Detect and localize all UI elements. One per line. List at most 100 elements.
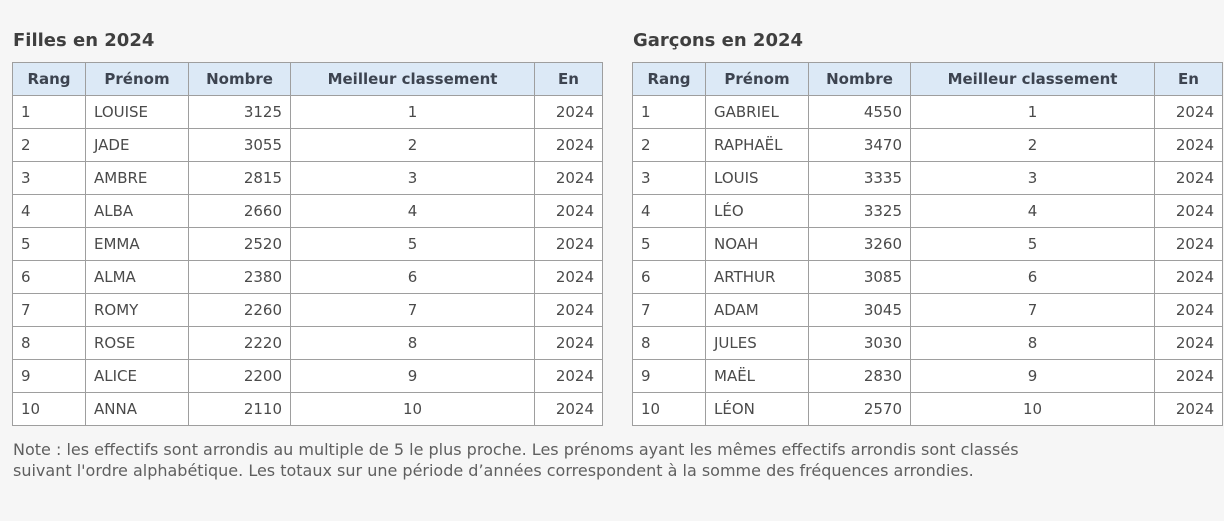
cell-meilleur-classement: 1 (910, 95, 1155, 129)
header-cell-meilleur-classement: Meilleur classement (290, 62, 535, 96)
table-row: 6 ALMA 2380 6 2024 (12, 260, 603, 294)
cell-prenom: ARTHUR (705, 260, 809, 294)
cell-meilleur-classement: 10 (290, 392, 535, 426)
cell-rang: 10 (12, 392, 86, 426)
table-block-garcons: Garçons en 2024 Rang Prénom Nombre Meilleur… (632, 30, 1223, 426)
cell-prenom: LÉO (705, 194, 809, 228)
cell-nombre: 2380 (188, 260, 291, 294)
cell-rang: 6 (12, 260, 86, 294)
cell-nombre: 2110 (188, 392, 291, 426)
table-row: 4 LÉO 3325 4 2024 (632, 194, 1223, 228)
cell-en: 2024 (534, 359, 603, 393)
table-row: 3 LOUIS 3335 3 2024 (632, 161, 1223, 195)
cell-en: 2024 (534, 326, 603, 360)
cell-prenom: EMMA (85, 227, 189, 261)
header-cell-en: En (1154, 62, 1223, 96)
header-cell-rang: Rang (12, 62, 86, 96)
cell-meilleur-classement: 4 (910, 194, 1155, 228)
cell-meilleur-classement: 10 (910, 392, 1155, 426)
header-cell-en: En (534, 62, 603, 96)
cell-en: 2024 (534, 128, 603, 162)
cell-meilleur-classement: 7 (290, 293, 535, 327)
cell-en: 2024 (1154, 359, 1223, 393)
cell-meilleur-classement: 3 (290, 161, 535, 195)
table-row: 3 AMBRE 2815 3 2024 (12, 161, 603, 195)
table-row: 8 JULES 3030 8 2024 (632, 326, 1223, 360)
cell-meilleur-classement: 4 (290, 194, 535, 228)
cell-en: 2024 (1154, 260, 1223, 294)
cell-prenom: ROMY (85, 293, 189, 327)
cell-nombre: 2260 (188, 293, 291, 327)
cell-meilleur-classement: 7 (910, 293, 1155, 327)
cell-nombre: 3030 (808, 326, 911, 360)
cell-en: 2024 (534, 95, 603, 129)
cell-prenom: NOAH (705, 227, 809, 261)
cell-nombre: 2570 (808, 392, 911, 426)
cell-nombre: 4550 (808, 95, 911, 129)
table-row: 2 JADE 3055 2 2024 (12, 128, 603, 162)
cell-nombre: 2830 (808, 359, 911, 393)
cell-nombre: 2220 (188, 326, 291, 360)
cell-prenom: JULES (705, 326, 809, 360)
cell-en: 2024 (1154, 326, 1223, 360)
cell-rang: 8 (12, 326, 86, 360)
cell-en: 2024 (1154, 95, 1223, 129)
content: Filles en 2024 Rang Prénom Nombre Meilleur … (12, 30, 1223, 480)
cell-prenom: LOUIS (705, 161, 809, 195)
cell-meilleur-classement: 9 (910, 359, 1155, 393)
cell-prenom: ROSE (85, 326, 189, 360)
cell-rang: 3 (12, 161, 86, 195)
table-row: 7 ROMY 2260 7 2024 (12, 293, 603, 327)
table-row: 2 RAPHAËL 3470 2 2024 (632, 128, 1223, 162)
cell-rang: 7 (12, 293, 86, 327)
cell-meilleur-classement: 8 (290, 326, 535, 360)
cell-nombre: 2660 (188, 194, 291, 228)
cell-en: 2024 (534, 260, 603, 294)
cell-rang: 1 (12, 95, 86, 129)
cell-nombre: 3085 (808, 260, 911, 294)
cell-rang: 2 (632, 128, 706, 162)
header-cell-nombre: Nombre (808, 62, 911, 96)
cell-rang: 5 (12, 227, 86, 261)
cell-prenom: GABRIEL (705, 95, 809, 129)
cell-meilleur-classement: 2 (910, 128, 1155, 162)
cell-nombre: 3470 (808, 128, 911, 162)
cell-nombre: 2200 (188, 359, 291, 393)
table-row: 6 ARTHUR 3085 6 2024 (632, 260, 1223, 294)
cell-rang: 3 (632, 161, 706, 195)
table-row: 1 LOUISE 3125 1 2024 (12, 95, 603, 129)
cell-rang: 4 (632, 194, 706, 228)
cell-rang: 1 (632, 95, 706, 129)
cell-rang: 6 (632, 260, 706, 294)
cell-prenom: LOUISE (85, 95, 189, 129)
cell-rang: 2 (12, 128, 86, 162)
cell-nombre: 2815 (188, 161, 291, 195)
header-cell-prenom: Prénom (85, 62, 189, 96)
cell-rang: 4 (12, 194, 86, 228)
cell-prenom: ALICE (85, 359, 189, 393)
cell-meilleur-classement: 9 (290, 359, 535, 393)
cell-meilleur-classement: 8 (910, 326, 1155, 360)
cell-en: 2024 (534, 227, 603, 261)
header-cell-prenom: Prénom (705, 62, 809, 96)
header-cell-nombre: Nombre (188, 62, 291, 96)
tables-row: Filles en 2024 Rang Prénom Nombre Meilleur … (12, 30, 1223, 426)
table-row: 8 ROSE 2220 8 2024 (12, 326, 603, 360)
cell-nombre: 3045 (808, 293, 911, 327)
cell-prenom: AMBRE (85, 161, 189, 195)
cell-meilleur-classement: 5 (290, 227, 535, 261)
cell-prenom: ANNA (85, 392, 189, 426)
cell-meilleur-classement: 3 (910, 161, 1155, 195)
cell-nombre: 3325 (808, 194, 911, 228)
cell-en: 2024 (1154, 161, 1223, 195)
cell-nombre: 3125 (188, 95, 291, 129)
cell-meilleur-classement: 5 (910, 227, 1155, 261)
cell-rang: 9 (12, 359, 86, 393)
table-block-filles: Filles en 2024 Rang Prénom Nombre Meilleur … (12, 30, 603, 426)
cell-meilleur-classement: 2 (290, 128, 535, 162)
cell-nombre: 2520 (188, 227, 291, 261)
table-row: 7 ADAM 3045 7 2024 (632, 293, 1223, 327)
cell-en: 2024 (1154, 227, 1223, 261)
cell-meilleur-classement: 6 (910, 260, 1155, 294)
